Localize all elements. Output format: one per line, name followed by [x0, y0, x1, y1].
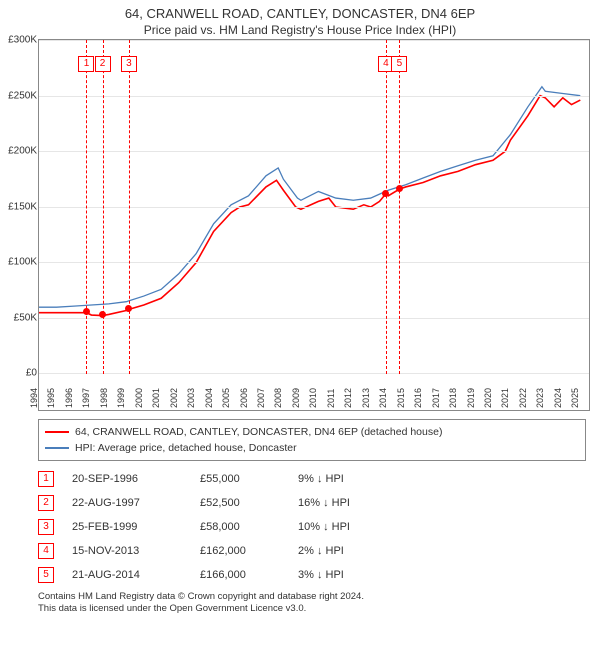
sale-price: £162,000	[200, 545, 280, 557]
x-tick-label: 2006	[239, 388, 249, 408]
x-tick-label: 2009	[291, 388, 301, 408]
sales-table-row: 3 25-FEB-1999 £58,000 10% ↓ HPI	[38, 519, 586, 535]
y-tick-label: £50K	[14, 312, 37, 323]
grid-line	[39, 40, 589, 41]
sale-date: 22-AUG-1997	[72, 497, 182, 509]
sales-table-row: 1 20-SEP-1996 £55,000 9% ↓ HPI	[38, 471, 586, 487]
sale-date: 21-AUG-2014	[72, 569, 182, 581]
y-tick-label: £0	[26, 368, 37, 379]
sale-diff: 16% ↓ HPI	[298, 497, 388, 509]
sale-diff: 10% ↓ HPI	[298, 521, 388, 533]
legend-label: 64, CRANWELL ROAD, CANTLEY, DONCASTER, D…	[75, 424, 442, 440]
sale-index-badge: 3	[121, 56, 137, 72]
x-tick-label: 2018	[448, 388, 458, 408]
plot-area: 12345	[39, 40, 589, 374]
x-axis-labels: 1994199519961997199819992000200120022003…	[39, 374, 589, 410]
sale-vertical-line	[129, 40, 130, 374]
x-tick-label: 1999	[116, 388, 126, 408]
grid-line	[39, 262, 589, 263]
sales-table-row: 5 21-AUG-2014 £166,000 3% ↓ HPI	[38, 567, 586, 583]
series-hpi	[39, 87, 580, 307]
x-tick-label: 2021	[500, 388, 510, 408]
y-tick-label: £300K	[8, 35, 37, 46]
legend-row: 64, CRANWELL ROAD, CANTLEY, DONCASTER, D…	[45, 424, 579, 440]
chart-subtitle: Price paid vs. HM Land Registry's House …	[0, 23, 600, 37]
sale-index-badge: 1	[38, 471, 54, 487]
sale-price: £52,500	[200, 497, 280, 509]
sale-date: 20-SEP-1996	[72, 473, 182, 485]
x-tick-label: 2001	[151, 388, 161, 408]
x-tick-label: 2013	[361, 388, 371, 408]
y-tick-label: £200K	[8, 146, 37, 157]
x-tick-label: 2007	[256, 388, 266, 408]
chart-legend: 64, CRANWELL ROAD, CANTLEY, DONCASTER, D…	[38, 419, 586, 461]
footer-attribution: Contains HM Land Registry data © Crown c…	[38, 591, 586, 616]
sale-date: 25-FEB-1999	[72, 521, 182, 533]
y-tick-label: £150K	[8, 201, 37, 212]
sale-price: £55,000	[200, 473, 280, 485]
x-tick-label: 2011	[326, 389, 336, 408]
x-tick-label: 2000	[134, 388, 144, 408]
x-tick-label: 1997	[81, 388, 91, 408]
grid-line	[39, 96, 589, 97]
sales-table-row: 2 22-AUG-1997 £52,500 16% ↓ HPI	[38, 495, 586, 511]
x-tick-label: 2010	[308, 388, 318, 408]
grid-line	[39, 151, 589, 152]
sales-table-row: 4 15-NOV-2013 £162,000 2% ↓ HPI	[38, 543, 586, 559]
x-tick-label: 2020	[483, 388, 493, 408]
sales-table: 1 20-SEP-1996 £55,000 9% ↓ HPI 2 22-AUG-1997 £…	[38, 471, 586, 583]
x-tick-label: 2017	[431, 388, 441, 408]
legend-label: HPI: Average price, detached house, Donc…	[75, 440, 297, 456]
sale-index-badge: 5	[38, 567, 54, 583]
price-chart: £0£50K£100K£150K£200K£250K£300K 12345 19…	[38, 39, 590, 411]
sale-vertical-line	[86, 40, 87, 374]
sale-index-badge: 3	[38, 519, 54, 535]
sale-diff: 9% ↓ HPI	[298, 473, 388, 485]
y-tick-label: £250K	[8, 90, 37, 101]
sale-diff: 3% ↓ HPI	[298, 569, 388, 581]
x-tick-label: 2024	[553, 388, 563, 408]
sale-price: £166,000	[200, 569, 280, 581]
x-tick-label: 2003	[186, 388, 196, 408]
x-tick-label: 2023	[535, 388, 545, 408]
x-tick-label: 2004	[204, 388, 214, 408]
sale-diff: 2% ↓ HPI	[298, 545, 388, 557]
x-tick-label: 1994	[29, 388, 39, 408]
sale-date: 15-NOV-2013	[72, 545, 182, 557]
x-tick-label: 2025	[570, 388, 580, 408]
x-tick-label: 1995	[46, 388, 56, 408]
x-tick-label: 2002	[169, 388, 179, 408]
chart-title: 64, CRANWELL ROAD, CANTLEY, DONCASTER, D…	[0, 6, 600, 21]
legend-swatch	[45, 431, 69, 433]
x-tick-label: 2016	[413, 388, 423, 408]
grid-line	[39, 318, 589, 319]
grid-line	[39, 207, 589, 208]
x-tick-label: 2015	[396, 388, 406, 408]
sale-index-badge: 1	[78, 56, 94, 72]
x-tick-label: 1998	[99, 388, 109, 408]
footer-line-1: Contains HM Land Registry data © Crown c…	[38, 591, 586, 603]
x-tick-label: 2012	[343, 388, 353, 408]
x-tick-label: 2019	[466, 388, 476, 408]
y-tick-label: £100K	[8, 257, 37, 268]
footer-line-2: This data is licensed under the Open Gov…	[38, 603, 586, 615]
sale-index-badge: 5	[391, 56, 407, 72]
sale-index-badge: 2	[38, 495, 54, 511]
legend-swatch	[45, 447, 69, 449]
sale-vertical-line	[103, 40, 104, 374]
y-axis-labels: £0£50K£100K£150K£200K£250K£300K	[3, 40, 37, 374]
sale-price: £58,000	[200, 521, 280, 533]
x-tick-label: 2022	[518, 388, 528, 408]
x-tick-label: 2008	[273, 388, 283, 408]
sale-index-badge: 2	[95, 56, 111, 72]
legend-row: HPI: Average price, detached house, Donc…	[45, 440, 579, 456]
x-tick-label: 2005	[221, 388, 231, 408]
sale-vertical-line	[399, 40, 400, 374]
sale-index-badge: 4	[38, 543, 54, 559]
chart-header: 64, CRANWELL ROAD, CANTLEY, DONCASTER, D…	[0, 0, 600, 37]
x-tick-label: 2014	[378, 388, 388, 408]
sale-vertical-line	[386, 40, 387, 374]
x-tick-label: 1996	[64, 388, 74, 408]
